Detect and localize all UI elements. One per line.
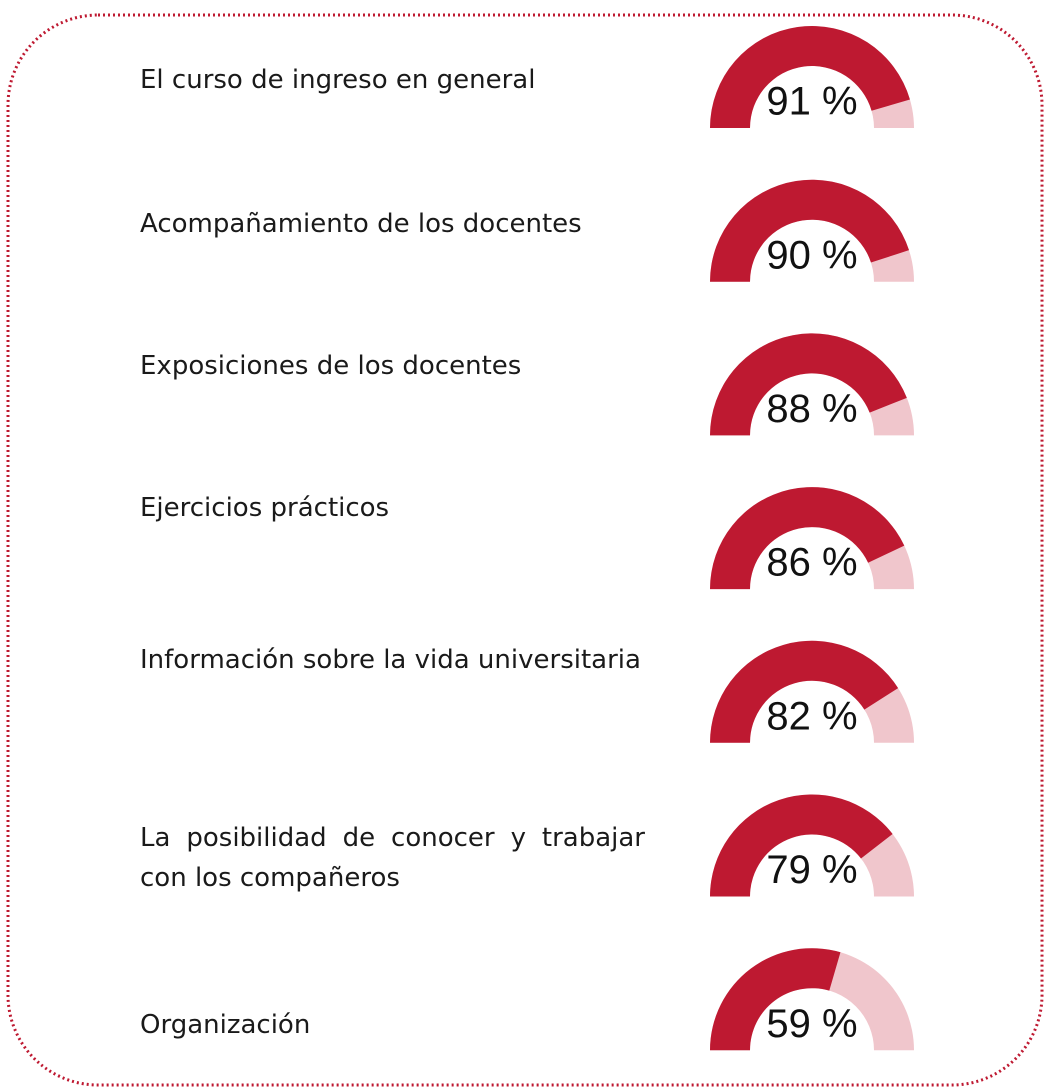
gauge-value: [710, 179, 910, 282]
category-label: Exposiciones de los docentes: [140, 351, 522, 381]
gauge-percent: 91 %: [766, 80, 857, 124]
gauge-percent: 90 %: [766, 233, 857, 277]
dotted-frame: [6, 13, 1044, 1087]
category-label: Organización: [140, 1010, 311, 1040]
gauge-percent: 88 %: [766, 387, 857, 431]
gauge-value: [710, 333, 907, 436]
gauge-value: [710, 948, 841, 1051]
category-label: Ejercicios prácticos: [140, 493, 390, 523]
gauge-value: [710, 794, 893, 897]
category-label: La posibilidad de conocer y trabajar con…: [140, 823, 645, 893]
category-label: Acompañamiento de los docentes: [140, 209, 582, 239]
gauge-percent: 59 %: [766, 1002, 857, 1046]
gauge-value: [710, 487, 905, 590]
gauge-percent: 82 %: [766, 694, 857, 738]
gauge-value: [710, 640, 899, 743]
category-label: Información sobre la vida universitaria: [140, 645, 641, 675]
category-label: El curso de ingreso en general: [140, 65, 536, 95]
gauge-value: [710, 25, 910, 128]
gauge-percent: 86 %: [766, 541, 857, 585]
gauge-percent: 79 %: [766, 848, 857, 892]
